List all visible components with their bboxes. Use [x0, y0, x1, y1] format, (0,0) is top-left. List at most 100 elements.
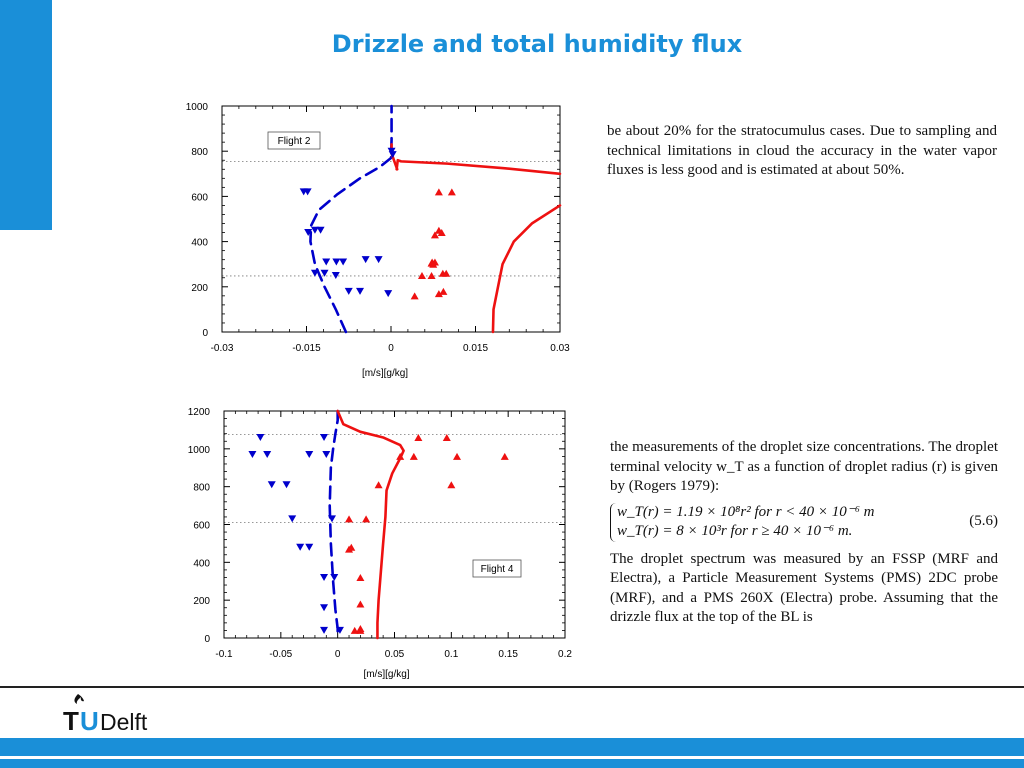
- humidity-flux-point: [442, 269, 451, 277]
- drizzle-flux-point: [304, 229, 313, 237]
- flight-label: Flight 2: [278, 136, 311, 147]
- plot-frame: [223, 410, 566, 639]
- drizzle-flux-point: [263, 451, 272, 459]
- y-tick-label: 200: [193, 596, 210, 607]
- y-tick-label: 400: [193, 558, 210, 569]
- excerpt-top-text: be about 20% for the stratocumulus cases…: [607, 123, 997, 178]
- logo-letter-u: U: [80, 706, 99, 736]
- drizzle-flux-point: [330, 573, 339, 581]
- footer-accent-bar: [0, 738, 1024, 756]
- y-tick-label: 0: [202, 328, 208, 339]
- slide-title: Drizzle and total humidity flux: [331, 30, 743, 58]
- drizzle-flux-point: [316, 226, 325, 234]
- excerpt-bottom-intro: the measurements of the droplet size con…: [610, 439, 998, 494]
- drizzle-flux-point: [310, 226, 319, 234]
- humidity-flux-point: [396, 452, 405, 460]
- humidity-flux-point: [447, 188, 456, 196]
- x-tick-label: 0.03: [550, 343, 570, 354]
- x-tick-label: 0.15: [498, 649, 518, 660]
- drizzle-flux-point: [335, 626, 344, 634]
- humidity-flux-point: [356, 573, 365, 581]
- y-tick-label: 0: [204, 634, 210, 645]
- humidity-flux-point: [434, 290, 443, 298]
- humidity-flux-point: [350, 626, 359, 634]
- y-tick-label: 600: [191, 192, 208, 203]
- drizzle-flux-point: [282, 481, 291, 489]
- humidity-flux-point: [356, 626, 365, 634]
- humidity-flux-point: [453, 452, 462, 460]
- drizzle-flux-point: [296, 543, 305, 551]
- x-tick-label: -0.05: [269, 649, 292, 660]
- drizzle-flux-point: [327, 515, 336, 523]
- humidity-flux-point: [442, 433, 451, 441]
- tudelft-logo: T U Delft: [63, 692, 173, 741]
- x-tick-label: 0.015: [463, 343, 488, 354]
- drizzle-flux-point: [320, 573, 329, 581]
- humidity-flux-line: [395, 158, 562, 176]
- flame-icon: [74, 694, 84, 704]
- accent-sidebar-bar: [0, 0, 52, 230]
- equation-number: (5.6): [969, 513, 998, 530]
- drizzle-flux-point: [384, 290, 393, 298]
- drizzle-flux-point: [248, 451, 257, 459]
- humidity-flux-point: [409, 452, 418, 460]
- drizzle-flux-point: [339, 258, 348, 266]
- footer-divider: [0, 686, 1024, 688]
- humidity-flux-line: [491, 204, 562, 334]
- x-tick-label: -0.03: [211, 343, 234, 354]
- x-tick-label: 0: [388, 343, 394, 354]
- humidity-flux-point: [447, 481, 456, 489]
- drizzle-flux-point: [331, 272, 340, 279]
- logo-word-delft: Delft: [100, 709, 148, 735]
- drizzle-flux-point: [356, 287, 365, 295]
- humidity-flux-point: [356, 600, 365, 608]
- flight-label: Flight 4: [481, 564, 514, 575]
- x-axis-label: [m/s][g/kg]: [362, 368, 408, 379]
- drizzle-flux-point: [322, 451, 331, 459]
- flight-label-box: [472, 559, 522, 578]
- y-tick-label: 600: [193, 521, 210, 532]
- humidity-flux-point: [427, 272, 436, 279]
- humidity-flux-point: [437, 229, 446, 237]
- drizzle-flux-point: [288, 515, 297, 523]
- footer-accent-bar-thin: [0, 759, 1024, 768]
- drizzle-flux-point: [305, 543, 314, 551]
- y-tick-label: 1200: [188, 407, 211, 418]
- humidity-flux-point: [434, 188, 443, 196]
- drizzle-flux-point: [320, 604, 329, 612]
- excerpt-bottom-body: The droplet spectrum was measured by an …: [610, 550, 998, 625]
- drizzle-flux-point: [267, 481, 276, 489]
- humidity-flux-point: [345, 515, 354, 523]
- x-tick-label: 0.1: [444, 649, 458, 660]
- humidity-flux-point: [500, 452, 509, 460]
- x-tick-label: -0.015: [292, 343, 321, 354]
- y-tick-label: 200: [191, 283, 208, 294]
- drizzle-flux-point: [303, 188, 312, 196]
- x-tick-label: 0.2: [558, 649, 572, 660]
- paper-excerpt-top: be about 20% for the stratocumulus cases…: [607, 122, 997, 181]
- humidity-flux-point: [427, 259, 436, 267]
- y-tick-label: 800: [193, 483, 210, 494]
- drizzle-flux-point: [361, 256, 370, 264]
- humidity-flux-point: [417, 272, 426, 279]
- chart-2: -0.1 -0.05 0 0.05 0.1 0.15 0.2 0 200 400 600 800 100…: [188, 407, 573, 680]
- humidity-flux-point: [439, 287, 448, 295]
- drizzle-flux-line: [328, 409, 339, 640]
- humidity-flux-point: [430, 231, 439, 239]
- drizzle-flux-point: [305, 451, 314, 459]
- drizzle-flux-point: [256, 433, 265, 441]
- drizzle-flux-point: [332, 258, 341, 266]
- x-tick-label: -0.1: [215, 649, 233, 660]
- y-tick-label: 800: [191, 147, 208, 158]
- equation-line-2: w_T(r) = 8 × 10³r for r ≥ 40 × 10⁻⁶ m.: [617, 523, 853, 539]
- drizzle-flux-point: [320, 269, 329, 277]
- drizzle-flux-point: [310, 269, 319, 277]
- drizzle-flux-point: [320, 626, 329, 634]
- equation-line-1: w_T(r) = 1.19 × 10⁸r² for r < 40 × 10⁻⁶ …: [617, 503, 875, 520]
- logo-letter-t: T: [63, 706, 79, 736]
- humidity-flux-point: [347, 543, 356, 551]
- humidity-flux-point: [410, 292, 419, 300]
- drizzle-flux-point: [320, 433, 329, 441]
- humidity-flux-point: [362, 515, 371, 523]
